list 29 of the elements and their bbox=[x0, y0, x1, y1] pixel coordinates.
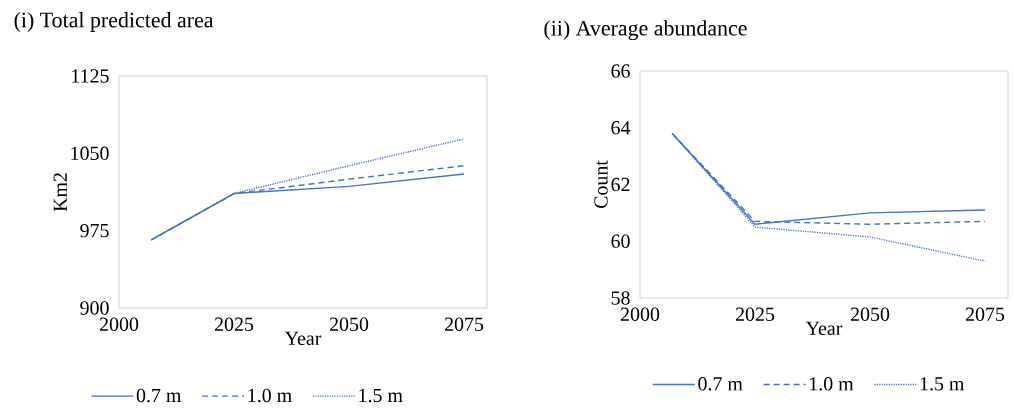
y-tick-label: 64 bbox=[611, 121, 631, 135]
legend-label: 1.5 m bbox=[920, 377, 965, 391]
x-tick-label: 2050 bbox=[850, 307, 890, 321]
x-axis-title: Year bbox=[284, 331, 322, 346]
legend-label: 0.7 m bbox=[136, 388, 182, 403]
chart-title: (ii) Average abundance bbox=[544, 20, 747, 41]
x-tick-label: 2025 bbox=[735, 307, 775, 321]
legend-label: 1.5 m bbox=[359, 388, 403, 403]
y-axis-title: Km2 bbox=[53, 173, 67, 212]
y-tick-label: 1125 bbox=[72, 69, 109, 83]
x-axis-title: Year bbox=[805, 321, 843, 336]
y-tick-label: 58 bbox=[611, 291, 630, 305]
x-tick-label: 2000 bbox=[620, 307, 660, 321]
y-tick-label: 1050 bbox=[71, 146, 109, 161]
chart-title: (i) Total predicted area bbox=[14, 12, 214, 32]
y-tick-label: 66 bbox=[611, 64, 630, 78]
y-tick-label: 62 bbox=[611, 177, 630, 192]
legend-label: 1.0 m bbox=[248, 388, 292, 403]
x-tick-label: 2075 bbox=[965, 307, 1005, 321]
legend-label: 0.7 m bbox=[698, 377, 743, 391]
y-tick-label: 60 bbox=[611, 234, 630, 248]
y-axis-title: Count bbox=[594, 160, 608, 209]
x-tick-label: 2025 bbox=[214, 317, 254, 331]
y-tick-label: 900 bbox=[80, 301, 109, 315]
legend-label: 1.0 m bbox=[810, 377, 854, 391]
x-tick-label: 2050 bbox=[329, 317, 369, 331]
y-tick-label: 975 bbox=[80, 223, 109, 238]
x-tick-label: 2075 bbox=[444, 317, 484, 331]
x-tick-label: 2000 bbox=[99, 317, 139, 331]
